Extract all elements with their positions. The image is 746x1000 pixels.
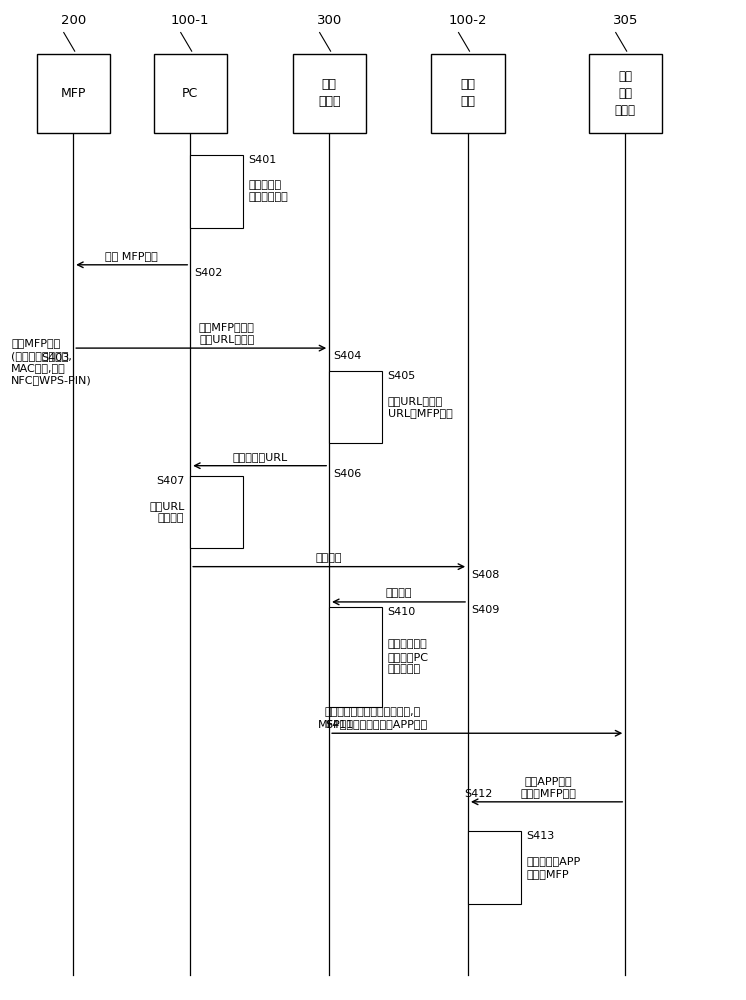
FancyBboxPatch shape	[190, 476, 243, 548]
Text: 发送APP安装
文件和MFP信息: 发送APP安装 文件和MFP信息	[521, 776, 577, 798]
FancyBboxPatch shape	[329, 607, 382, 707]
Text: S401: S401	[248, 155, 277, 165]
FancyBboxPatch shape	[468, 831, 521, 904]
Text: 请求 MFP信息: 请求 MFP信息	[105, 251, 158, 261]
Text: 生成URL并存储
URL和MFP信息: 生成URL并存储 URL和MFP信息	[388, 396, 452, 418]
Text: S410: S410	[388, 607, 416, 617]
Text: 300: 300	[316, 14, 342, 27]
Text: 发送MFP信息
(型号名称、序列号,
MAC地址,用于
NFC的WPS-PIN): 发送MFP信息 (型号名称、序列号, MAC地址,用于 NFC的WPS-PIN)	[11, 338, 92, 385]
Text: S406: S406	[333, 469, 361, 479]
Text: 自动地安装APP
和注册MFP: 自动地安装APP 和注册MFP	[527, 856, 581, 879]
Text: 网上
商店
服务器: 网上 商店 服务器	[615, 70, 636, 117]
Text: S405: S405	[388, 371, 416, 381]
Text: S408: S408	[471, 570, 500, 580]
Text: 发送MFP信息和
生成URL的请求: 发送MFP信息和 生成URL的请求	[199, 322, 254, 344]
Text: 当选择是在移动电话上做出时,与
MFP信息一起重定向至APP中心: 当选择是在移动电话上做出时,与 MFP信息一起重定向至APP中心	[318, 707, 428, 729]
Text: 100-2: 100-2	[449, 14, 487, 27]
Text: 200: 200	[60, 14, 86, 27]
Text: 移动
电话: 移动 电话	[460, 78, 475, 108]
Text: 提供URL
共享功能: 提供URL 共享功能	[149, 501, 184, 523]
FancyBboxPatch shape	[431, 54, 504, 132]
Text: S411: S411	[325, 720, 354, 730]
FancyBboxPatch shape	[589, 54, 662, 132]
Text: 确定是在移动
电话还是PC
上选择链接: 确定是在移动 电话还是PC 上选择链接	[388, 639, 429, 674]
Text: S407: S407	[156, 476, 184, 486]
Text: S412: S412	[464, 789, 493, 799]
Text: 分享链接: 分享链接	[316, 553, 342, 563]
FancyBboxPatch shape	[190, 155, 243, 228]
Text: 网络
服务器: 网络 服务器	[318, 78, 340, 108]
Text: 305: 305	[612, 14, 638, 27]
Text: S402: S402	[194, 268, 222, 278]
FancyBboxPatch shape	[329, 371, 382, 443]
Text: 100-1: 100-1	[171, 14, 210, 27]
FancyBboxPatch shape	[154, 54, 227, 132]
Text: 发送生成的URL: 发送生成的URL	[232, 452, 287, 462]
Text: PC: PC	[182, 87, 198, 100]
Text: S409: S409	[471, 605, 500, 615]
Text: S403: S403	[41, 353, 69, 363]
Text: S413: S413	[527, 831, 555, 841]
Text: MFP: MFP	[60, 87, 86, 100]
FancyBboxPatch shape	[37, 54, 110, 132]
FancyBboxPatch shape	[292, 54, 366, 132]
Text: 选择链接: 选择链接	[386, 588, 412, 598]
Text: 开始安装打
印机驱动程序: 开始安装打 印机驱动程序	[248, 180, 289, 203]
Text: S404: S404	[333, 351, 361, 361]
